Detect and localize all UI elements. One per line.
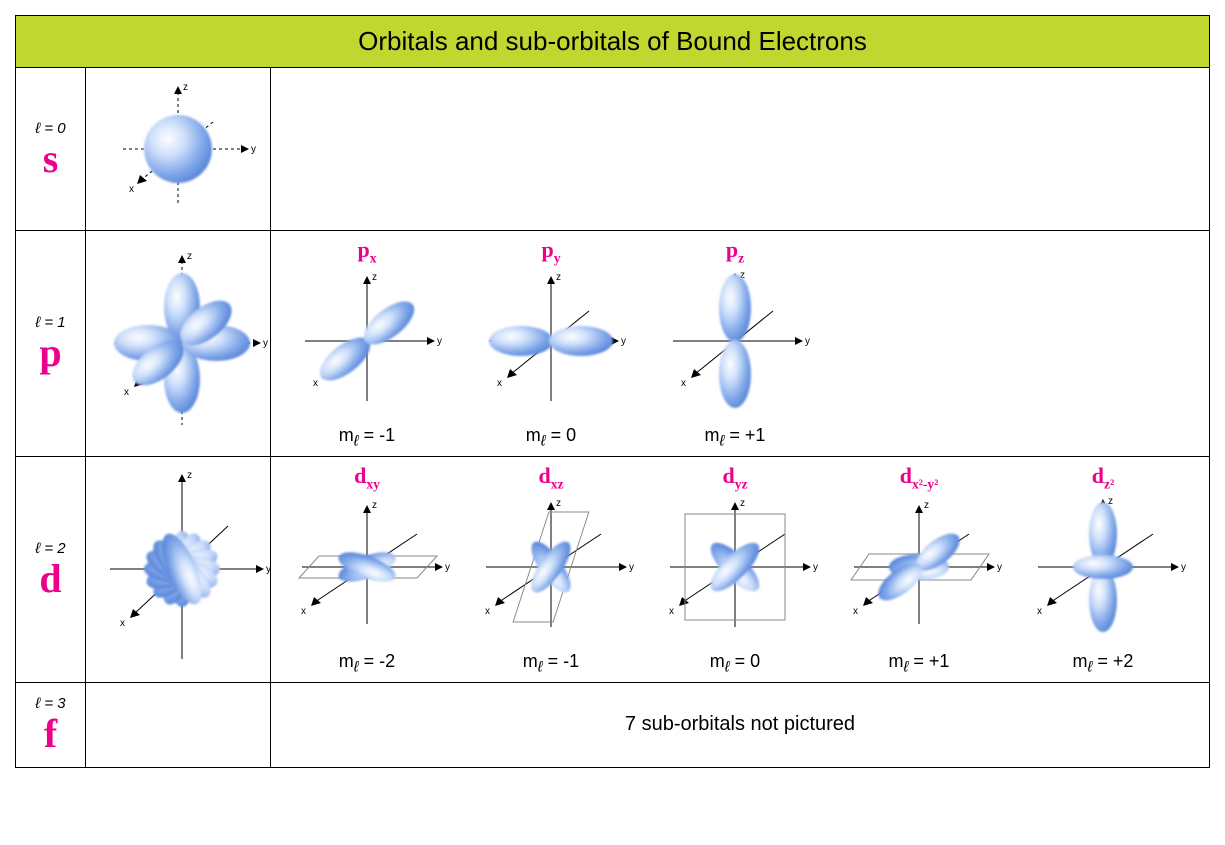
svg-text:x: x	[129, 184, 134, 195]
svg-text:z: z	[183, 82, 188, 93]
s-ell-label: ℓ = 0	[20, 120, 81, 137]
py-ml: mℓ = 0	[459, 425, 643, 450]
d-overview-diagram: z y x	[86, 456, 271, 682]
svg-text:y: y	[263, 338, 268, 349]
p-letter: p	[20, 333, 81, 373]
p-ell-label: ℓ = 1	[20, 314, 81, 331]
svg-text:x: x	[1037, 606, 1042, 617]
sub-dxy: dxy z y x	[275, 463, 459, 676]
f-note: 7 sub-orbitals not pictured	[271, 682, 1210, 767]
s-sphere-svg: z y x	[93, 74, 263, 224]
svg-text:z: z	[556, 272, 561, 283]
svg-text:z: z	[372, 500, 377, 511]
f-overview-empty	[86, 682, 271, 767]
svg-text:y: y	[629, 562, 634, 573]
svg-text:y: y	[997, 562, 1002, 573]
p-suborbitals: px z y x mℓ = -1	[271, 231, 1210, 457]
py-label: py	[459, 237, 643, 266]
s-letter: s	[20, 139, 81, 179]
sub-pz: pz z y x mℓ = +1	[643, 237, 827, 450]
sub-py: py z y x mℓ = 0	[459, 237, 643, 450]
row-f-label: ℓ = 3 f	[16, 682, 86, 767]
row-d: ℓ = 2 d z y x	[16, 456, 1210, 682]
row-s: ℓ = 0 s z y x	[16, 68, 1210, 231]
sub-dyz: dyz z y x	[643, 463, 827, 676]
svg-text:z: z	[740, 498, 745, 509]
svg-text:x: x	[124, 387, 129, 398]
svg-text:y: y	[813, 562, 818, 573]
row-p: ℓ = 1 p z y x	[16, 231, 1210, 457]
svg-text:x: x	[313, 378, 318, 389]
svg-text:y: y	[266, 564, 271, 575]
f-ell-label: ℓ = 3	[20, 695, 81, 712]
px-ml: mℓ = -1	[275, 425, 459, 450]
svg-text:x: x	[485, 606, 490, 617]
svg-text:y: y	[621, 336, 626, 347]
svg-text:y: y	[437, 336, 442, 347]
d-letter: d	[20, 559, 81, 599]
row-d-label: ℓ = 2 d	[16, 456, 86, 682]
svg-text:y: y	[251, 144, 256, 155]
orbital-table: Orbitals and sub-orbitals of Bound Elect…	[15, 15, 1210, 768]
svg-text:z: z	[187, 251, 192, 262]
f-note-text: 7 sub-orbitals not pictured	[275, 689, 1205, 760]
p-overview-diagram: z y x	[86, 231, 271, 457]
svg-text:y: y	[1181, 562, 1186, 573]
svg-text:z: z	[372, 272, 377, 283]
svg-text:y: y	[805, 336, 810, 347]
d-suborbitals: dxy z y x	[271, 456, 1210, 682]
svg-text:x: x	[669, 606, 674, 617]
row-f: ℓ = 3 f 7 sub-orbitals not pictured	[16, 682, 1210, 767]
sub-dz2: dz² z y x mℓ = +2	[1011, 463, 1195, 676]
d-ell-label: ℓ = 2	[20, 540, 81, 557]
svg-text:x: x	[120, 618, 125, 629]
pz-label: pz	[643, 237, 827, 266]
s-suborbitals-empty	[271, 68, 1210, 231]
sub-dxz: dxz z y x	[459, 463, 643, 676]
px-label: px	[275, 237, 459, 266]
f-letter: f	[20, 714, 81, 754]
row-s-label: ℓ = 0 s	[16, 68, 86, 231]
svg-text:x: x	[853, 606, 858, 617]
svg-text:z: z	[187, 470, 192, 481]
s-overview-diagram: z y x	[86, 68, 271, 231]
pz-ml: mℓ = +1	[643, 425, 827, 450]
svg-text:z: z	[556, 498, 561, 509]
svg-text:x: x	[681, 378, 686, 389]
sub-px: px z y x mℓ = -1	[275, 237, 459, 450]
svg-text:z: z	[924, 500, 929, 511]
table-title: Orbitals and sub-orbitals of Bound Elect…	[16, 16, 1210, 68]
row-p-label: ℓ = 1 p	[16, 231, 86, 457]
svg-text:y: y	[445, 562, 450, 573]
svg-text:x: x	[497, 378, 502, 389]
svg-text:x: x	[301, 606, 306, 617]
sub-dx2y2: dx²-y² z y x	[827, 463, 1011, 676]
